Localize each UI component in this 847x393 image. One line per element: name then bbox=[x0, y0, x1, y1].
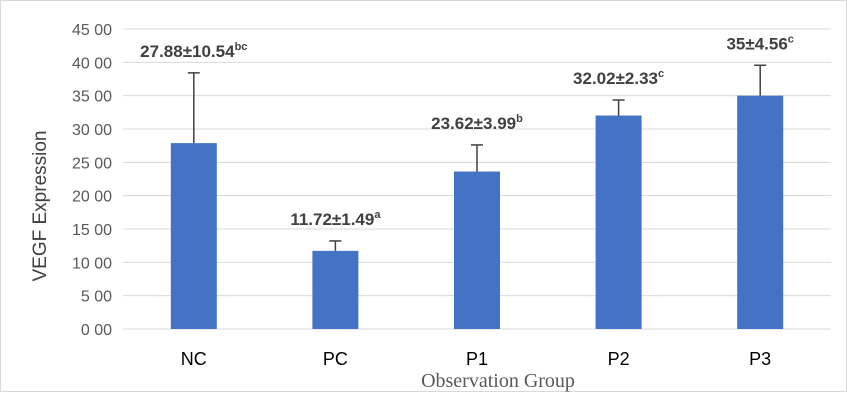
x-tick-label: P3 bbox=[749, 349, 771, 369]
data-label-pc: 11.72±1.49a bbox=[290, 209, 381, 229]
y-tick-label: 0 00 bbox=[81, 322, 112, 339]
y-tick-label: 10 00 bbox=[72, 255, 112, 272]
x-tick-labels: NC PC P1 P2 P3 bbox=[181, 349, 771, 369]
data-label-superscript: b bbox=[516, 113, 523, 125]
data-label-superscript: bc bbox=[235, 41, 248, 53]
error-bars bbox=[187, 64, 767, 251]
data-label-p1: 23.62±3.99b bbox=[431, 113, 523, 133]
y-tick-label: 15 00 bbox=[72, 222, 112, 239]
x-tick-label: P2 bbox=[608, 349, 630, 369]
bar-pc bbox=[312, 250, 359, 329]
y-tick-label: 5 00 bbox=[81, 289, 112, 306]
data-label-superscript: a bbox=[374, 209, 381, 221]
y-tick-label: 30 00 bbox=[72, 122, 112, 139]
y-tick-label: 25 00 bbox=[72, 155, 112, 172]
y-tick-label: 35 00 bbox=[72, 89, 112, 106]
data-label-superscript: c bbox=[658, 68, 664, 80]
x-tick-label: NC bbox=[181, 349, 207, 369]
data-label-nc: 27.88±10.54bc bbox=[140, 41, 247, 61]
data-label-value: 27.88±10.54 bbox=[140, 42, 235, 61]
data-label-p3: 35±4.56c bbox=[726, 33, 793, 53]
bars bbox=[170, 95, 784, 330]
y-tick-labels: 0 00 5 00 10 00 15 00 20 00 25 00 30 00 35 00 40… bbox=[72, 22, 112, 339]
data-label-superscript: c bbox=[788, 33, 794, 45]
x-tick-label: PC bbox=[323, 349, 348, 369]
x-tick-label: P1 bbox=[466, 349, 488, 369]
data-label-p2: 32.02±2.33c bbox=[573, 68, 664, 88]
data-labels: 27.88±10.54bc11.72±1.49a23.62±3.99b32.02… bbox=[140, 33, 794, 229]
y-tick-label: 20 00 bbox=[72, 189, 112, 206]
bar-p3 bbox=[737, 95, 784, 330]
y-tick-label: 45 00 bbox=[72, 22, 112, 39]
x-axis-title: Observation Group bbox=[421, 370, 575, 392]
bar-nc bbox=[170, 143, 217, 329]
data-label-value: 23.62±3.99 bbox=[431, 114, 516, 133]
bar-p2 bbox=[595, 115, 642, 330]
bar-p1 bbox=[454, 171, 500, 329]
data-label-value: 11.72±1.49 bbox=[290, 210, 374, 229]
data-label-value: 35±4.56 bbox=[726, 34, 787, 53]
data-label-value: 32.02±2.33 bbox=[573, 69, 658, 88]
y-tick-label: 40 00 bbox=[72, 55, 112, 72]
y-axis-title: VEGF Expression bbox=[30, 131, 51, 282]
